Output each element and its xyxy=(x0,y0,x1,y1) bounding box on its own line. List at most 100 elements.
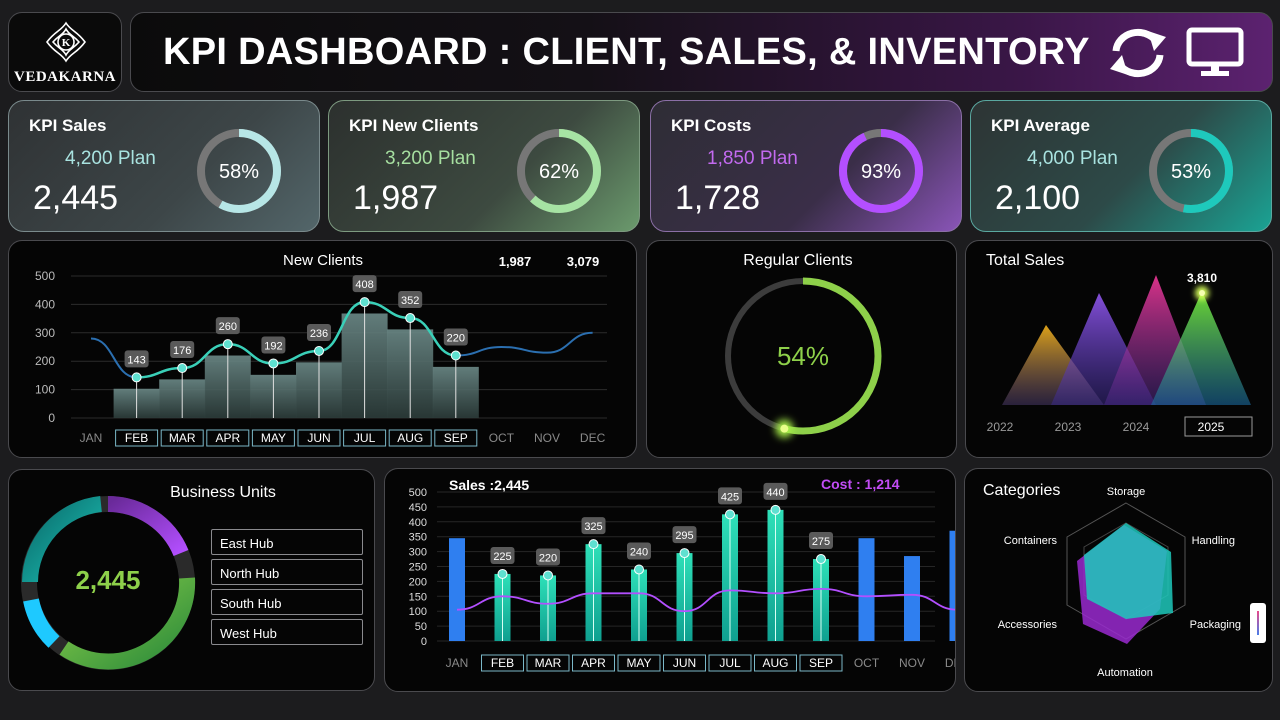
month-label: JUN xyxy=(307,431,330,445)
kpi-progress-ring: 62% xyxy=(517,129,601,213)
month-box xyxy=(115,429,159,447)
data-label-box xyxy=(307,323,331,341)
data-point xyxy=(405,313,416,324)
data-label: 295 xyxy=(675,530,693,542)
data-point xyxy=(450,350,461,361)
month-box xyxy=(754,654,797,672)
month-label: JAN xyxy=(80,431,103,445)
data-point xyxy=(679,548,690,559)
kpi-value: 2,100 xyxy=(995,179,1081,217)
kpi-percent: 53% xyxy=(1171,161,1211,183)
data-point xyxy=(816,554,826,565)
data-label: 325 xyxy=(584,521,602,533)
month-label: JAN xyxy=(446,656,469,670)
month-label: SEP xyxy=(444,431,468,445)
kpi-plan: 4,200 Plan xyxy=(65,148,156,169)
total-sales-chart: Total Sales 3,810 2022 2023 2024 2025 xyxy=(986,252,1253,437)
month-box xyxy=(160,429,204,447)
radar-label: Storage xyxy=(1107,486,1146,498)
y-tick-label: 50 xyxy=(415,621,427,633)
cost-line xyxy=(456,587,955,613)
month-label: MAY xyxy=(626,656,651,670)
y-tick-label: 250 xyxy=(409,562,427,574)
categories-radar-chart: Categories Storage Handling Packaging Au… xyxy=(983,482,1241,679)
year-label-selected: 2025 xyxy=(1198,420,1225,434)
y-tick-label: 200 xyxy=(35,354,55,368)
data-label-box xyxy=(490,546,515,564)
data-label-box xyxy=(352,275,377,293)
kpi-card-new-clients: KPI New Clients 3,200 Plan 1,987 62% xyxy=(328,100,640,232)
year-selected-box[interactable] xyxy=(1184,416,1253,437)
radar-series-teal xyxy=(1084,523,1173,619)
kpi-card-sales: KPI Sales 4,200 Plan 2,445 58% xyxy=(8,100,320,232)
data-label: 352 xyxy=(401,295,419,307)
kpi-percent: 58% xyxy=(219,161,259,183)
month-label: OCT xyxy=(489,431,515,445)
mandala-logo-icon: K xyxy=(46,21,86,63)
data-label: 192 xyxy=(264,340,282,352)
unit-east-hub[interactable]: East Hub xyxy=(211,529,363,555)
month-label: OCT xyxy=(854,656,880,670)
data-label: 236 xyxy=(310,328,328,340)
month-box xyxy=(526,654,570,672)
kpi-progress-arc xyxy=(517,129,601,213)
chart-title: New Clients xyxy=(283,252,363,269)
month-label: AUG xyxy=(397,431,423,445)
month-box xyxy=(434,429,478,447)
y-tick-label: 100 xyxy=(35,383,55,397)
business-units-donut: Business Units 2,445 xyxy=(21,484,276,670)
kpi-progress-ring: 53% xyxy=(1149,129,1233,213)
sales-panel: Sales :2,445 Cost : 1,214 0 50 100 150 200 25… xyxy=(384,468,956,692)
month-label: APR xyxy=(215,431,240,445)
unit-south-hub[interactable]: South Hub xyxy=(211,589,363,615)
month-label: JUN xyxy=(673,656,696,670)
data-label: 408 xyxy=(355,279,373,291)
radar-label: Handling xyxy=(1192,535,1235,547)
month-box xyxy=(388,429,432,447)
month-box xyxy=(708,654,752,672)
kpi-title: KPI New Clients xyxy=(349,116,479,135)
kpi-progress-arc xyxy=(197,129,281,213)
kpi-progress-ring: 58% xyxy=(197,129,281,213)
data-label-box xyxy=(261,336,286,354)
data-label-box xyxy=(536,548,560,566)
month-label: JUL xyxy=(354,431,376,445)
month-label: MAY xyxy=(261,431,286,445)
y-tick-label: 300 xyxy=(409,547,427,559)
sales-bar-chart: Sales :2,445 Cost : 1,214 0 50 100 150 200 25… xyxy=(409,476,955,672)
regular-clients-panel: Regular Clients 54% xyxy=(646,240,957,458)
data-label: 143 xyxy=(127,354,145,366)
peak-label: 3,810 xyxy=(1187,271,1217,285)
y-tick-label: 500 xyxy=(409,487,427,499)
data-point xyxy=(725,509,735,520)
kpi-progress-arc xyxy=(1149,129,1233,213)
unit-west-hub[interactable]: West Hub xyxy=(211,619,363,645)
kpi-plan: 1,850 Plan xyxy=(707,148,798,169)
unit-north-hub[interactable]: North Hub xyxy=(211,559,363,585)
total-sales-title: Total Sales xyxy=(986,252,1064,269)
kpi-plan: 4,000 Plan xyxy=(1027,148,1118,169)
month-label: AUG xyxy=(762,656,788,670)
header: KPI DASHBOARD : CLIENT, SALES, & INVENTO… xyxy=(130,12,1273,92)
new-clients-panel: New Clients 1,987 3,079 0 100 200 300 400 500… xyxy=(8,240,637,458)
month-box xyxy=(799,654,843,672)
regular-clients-title: Regular Clients xyxy=(743,252,852,269)
monitor-icon[interactable] xyxy=(1186,27,1244,79)
data-label-box xyxy=(170,341,195,359)
data-label-box xyxy=(627,542,651,560)
month-label: MAR xyxy=(169,431,196,445)
kpi-plan: 3,200 Plan xyxy=(385,148,476,169)
kpi-card-costs: KPI Costs 1,850 Plan 1,728 93% xyxy=(650,100,962,232)
data-label-box xyxy=(215,317,240,335)
data-label: 440 xyxy=(766,487,784,499)
month-label: NOV xyxy=(534,431,560,445)
month-label: JUL xyxy=(719,656,741,670)
scroll-handle[interactable] xyxy=(1250,603,1266,643)
y-tick-label: 150 xyxy=(409,591,427,603)
y-tick-label: 0 xyxy=(421,636,427,648)
year-label: 2024 xyxy=(1123,420,1150,434)
refresh-icon[interactable] xyxy=(1106,27,1170,79)
data-point xyxy=(359,297,370,308)
data-label-box xyxy=(581,517,606,535)
data-point xyxy=(588,539,599,550)
